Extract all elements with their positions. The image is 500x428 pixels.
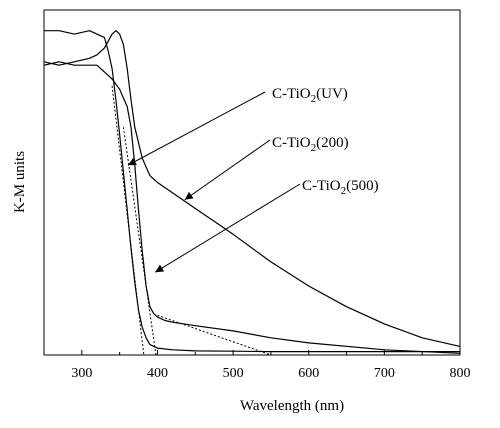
annotation-arrow-line-1	[127, 91, 266, 166]
x-tick-label-400: 400	[147, 366, 168, 381]
annotation-arrow-line-2	[184, 139, 271, 201]
series-group	[43, 30, 461, 354]
x-tick-label-800: 800	[450, 366, 471, 381]
x-tick-label-500: 500	[223, 366, 244, 381]
x-axis-title: Wavelength (nm)	[240, 398, 344, 414]
series-line-1	[43, 30, 461, 347]
annotation-arrow-line-3	[154, 183, 301, 273]
series-line-3	[43, 61, 461, 354]
y-axis-title: K-M units	[12, 151, 28, 213]
x-axis-ticks: 300 400 500 600 700 800	[71, 350, 471, 381]
annotation-label-2: C-TiO2(200)	[272, 135, 349, 154]
annotations-group: C-TiO2(UV) C-TiO2(200) C-TiO2(500)	[127, 86, 379, 273]
annotation-arrowhead-1	[127, 157, 137, 166]
annotation-label-1: C-TiO2(UV)	[272, 86, 348, 105]
series-line-2	[44, 30, 460, 353]
x-tick-label-700: 700	[374, 366, 395, 381]
annotation-label-3: C-TiO2(500)	[302, 178, 379, 197]
x-tick-label-300: 300	[71, 366, 92, 381]
annotation-arrowhead-3	[155, 264, 165, 273]
tangent-line-3	[157, 314, 272, 356]
plot-frame	[43, 9, 461, 356]
tangent-lines	[111, 85, 272, 356]
annotation-arrowhead-2	[184, 191, 194, 200]
x-tick-label-600: 600	[298, 366, 319, 381]
